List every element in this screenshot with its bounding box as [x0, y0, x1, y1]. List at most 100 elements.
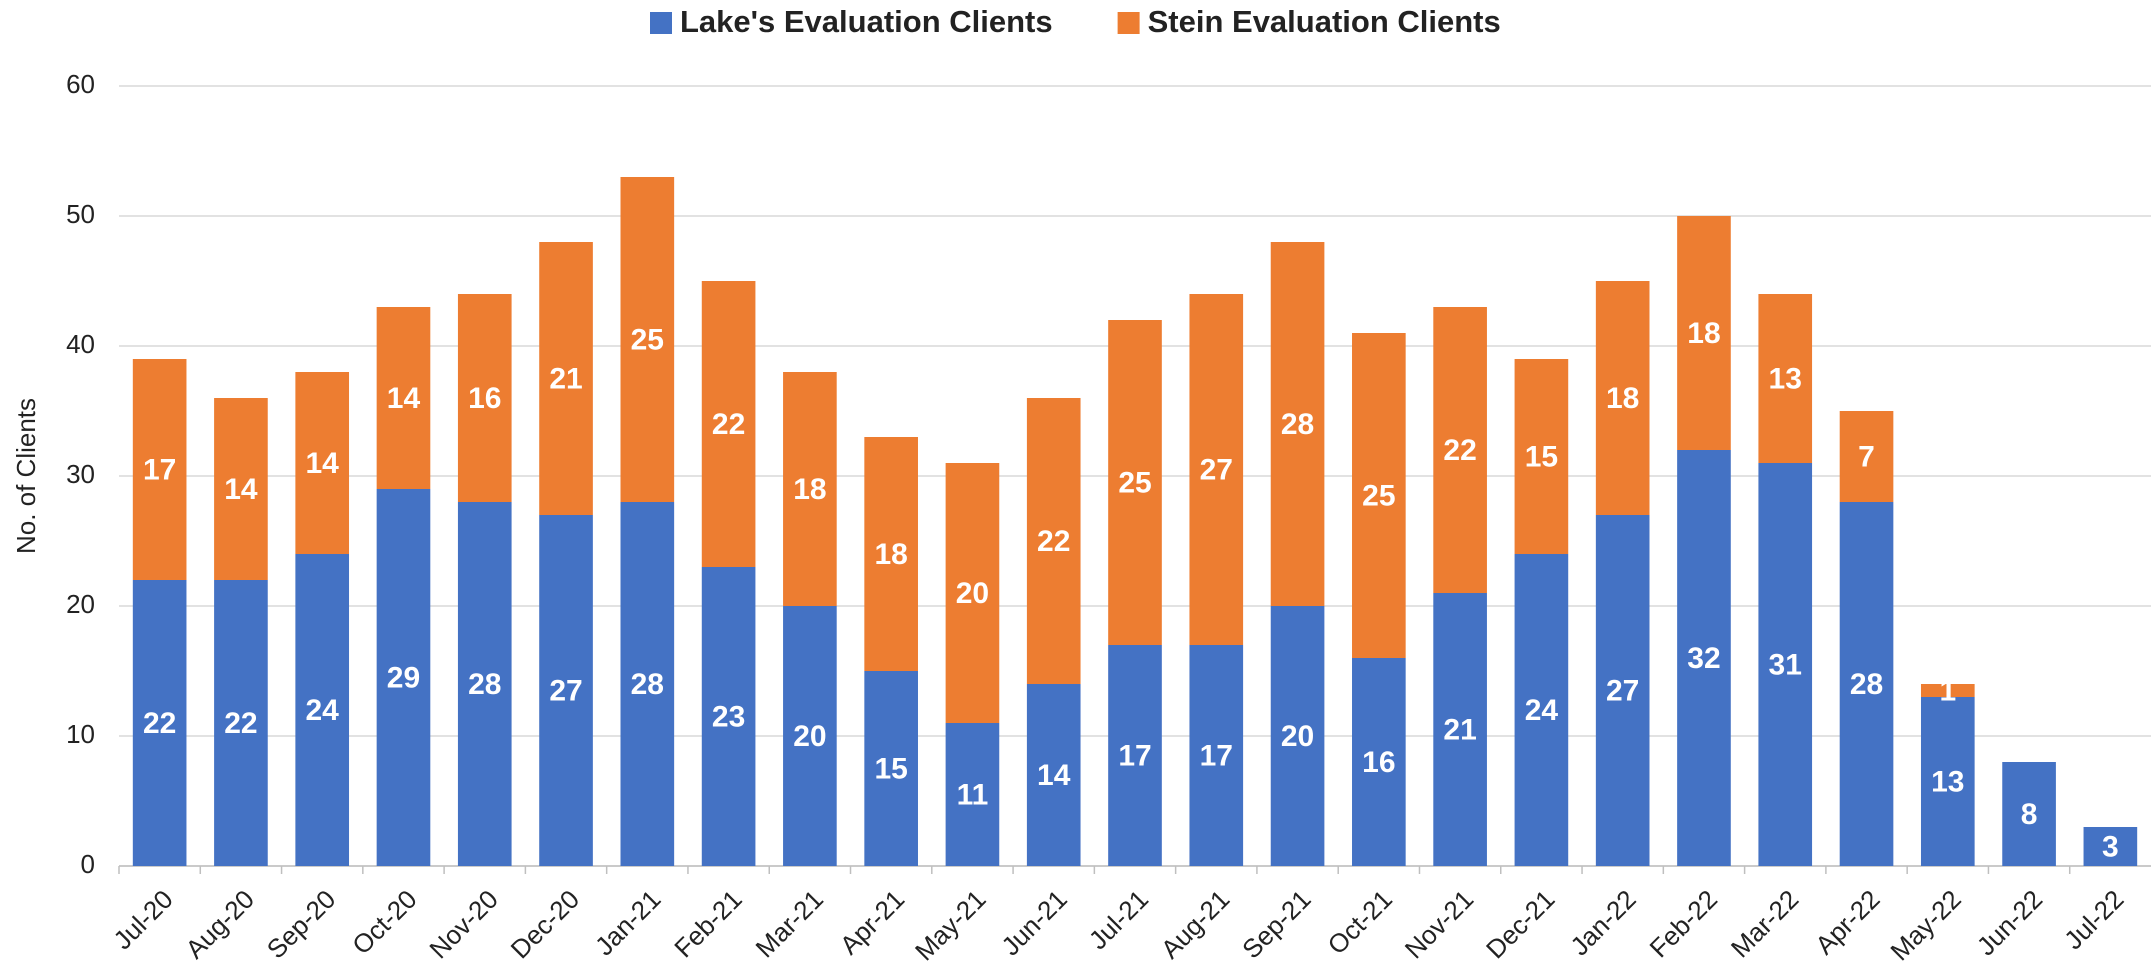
bar-segment [783, 372, 837, 606]
data-label: 23 [712, 700, 745, 733]
x-tick-label: Sep-21 [1236, 884, 1316, 964]
y-tick-label: 0 [81, 849, 95, 879]
data-label: 24 [1525, 694, 1559, 727]
bar-segment [620, 177, 675, 502]
legend-swatch [650, 12, 672, 34]
bar-segment [539, 242, 593, 515]
bar-segment [1352, 658, 1406, 866]
bar-segment [945, 723, 1000, 866]
y-tick-label: 60 [66, 69, 95, 99]
data-label: 15 [874, 752, 907, 785]
data-label: 14 [224, 473, 258, 506]
bar-segment [376, 307, 431, 489]
x-tick-label: Feb-22 [1644, 884, 1723, 963]
x-tick-label: Jun-22 [1971, 884, 2048, 961]
bar-segment [1514, 359, 1569, 554]
data-label: 22 [224, 707, 257, 740]
bar-segment [2083, 827, 2138, 866]
bar-segment [457, 294, 512, 502]
legend-swatch [1117, 12, 1140, 34]
data-label: 17 [1118, 739, 1151, 772]
data-label: 16 [1362, 746, 1395, 779]
bar-segment [1677, 450, 1731, 866]
bar-segment [1026, 398, 1081, 684]
bar-segment [864, 671, 918, 866]
bar-segment [1433, 307, 1487, 593]
bar-segment [1108, 645, 1162, 866]
y-tick-label: 50 [66, 199, 95, 229]
data-label: 18 [1606, 382, 1639, 415]
data-label: 22 [1443, 434, 1476, 467]
bar-segment [620, 502, 675, 866]
bar-segment [376, 489, 431, 866]
data-label: 21 [549, 362, 582, 395]
bar-segment [1514, 554, 1569, 866]
bar-segment [295, 554, 350, 866]
bar-segment [2002, 762, 2056, 866]
x-tick-label: Jun-21 [995, 884, 1072, 961]
data-label: 28 [1850, 668, 1883, 701]
data-label: 18 [1687, 317, 1720, 350]
x-tick-label: Dec-20 [505, 884, 585, 964]
data-label: 13 [1931, 765, 1964, 798]
bar-segment [1433, 593, 1487, 866]
data-label: 18 [793, 473, 826, 506]
legend-label: Stein Evaluation Clients [1148, 4, 1501, 39]
legend-label: Lake's Evaluation Clients [680, 4, 1053, 39]
bar-segment [1026, 684, 1081, 866]
bar-segment [1920, 697, 1975, 866]
bar-segment [1352, 333, 1406, 658]
y-tick-label: 20 [66, 589, 95, 619]
data-label: 14 [1037, 759, 1071, 792]
x-tick-label: Aug-20 [180, 884, 260, 964]
data-label: 27 [1200, 453, 1233, 486]
bar-segment [1189, 294, 1244, 645]
data-label: 15 [1525, 440, 1558, 473]
data-label: 11 [957, 778, 989, 811]
x-tick-label: Nov-21 [1399, 884, 1479, 964]
x-tick-label: Feb-21 [668, 884, 747, 963]
data-label: 31 [1769, 648, 1802, 681]
bar-segment [214, 580, 268, 866]
bar-segment [864, 437, 918, 671]
bar-segment [1839, 411, 1894, 502]
bar-segment [295, 372, 350, 554]
x-tick-label: Mar-21 [750, 884, 829, 963]
data-label: 22 [712, 408, 745, 441]
bar-segment [1758, 294, 1813, 463]
data-label: 14 [387, 382, 421, 415]
data-label: 1 [1939, 674, 1956, 707]
data-label: 25 [1118, 466, 1151, 499]
data-label: 13 [1769, 362, 1802, 395]
bar-segment [539, 515, 593, 866]
x-tick-label: Aug-21 [1155, 884, 1235, 964]
x-tick-label: Sep-20 [261, 884, 341, 964]
data-label: 17 [143, 453, 176, 486]
data-label: 27 [549, 674, 582, 707]
bar-segment [1270, 606, 1325, 866]
bar-segment [1677, 216, 1731, 450]
y-tick-label: 30 [66, 459, 95, 489]
data-label: 14 [306, 447, 340, 480]
x-tick-label: Nov-20 [423, 884, 503, 964]
y-tick-label: 40 [66, 329, 95, 359]
x-tick-label: Jan-21 [589, 884, 666, 961]
bar-segment [701, 567, 756, 866]
bar-segment [132, 359, 187, 580]
x-tick-label: Jul-21 [1083, 884, 1154, 955]
data-label: 24 [306, 694, 340, 727]
data-label: 20 [1281, 720, 1314, 753]
bar-segment [214, 398, 268, 580]
x-tick-label: Dec-21 [1480, 884, 1560, 964]
x-tick-label: Jan-22 [1564, 884, 1641, 961]
bar-segment [701, 281, 756, 567]
data-label: 3 [2102, 830, 2119, 863]
bar-segment [1920, 684, 1975, 697]
data-label: 32 [1687, 642, 1720, 675]
data-label: 20 [793, 720, 826, 753]
data-label: 28 [631, 668, 664, 701]
x-tick-label: May-21 [909, 884, 992, 967]
data-label: 7 [1858, 440, 1875, 473]
bar-segment [1839, 502, 1894, 866]
